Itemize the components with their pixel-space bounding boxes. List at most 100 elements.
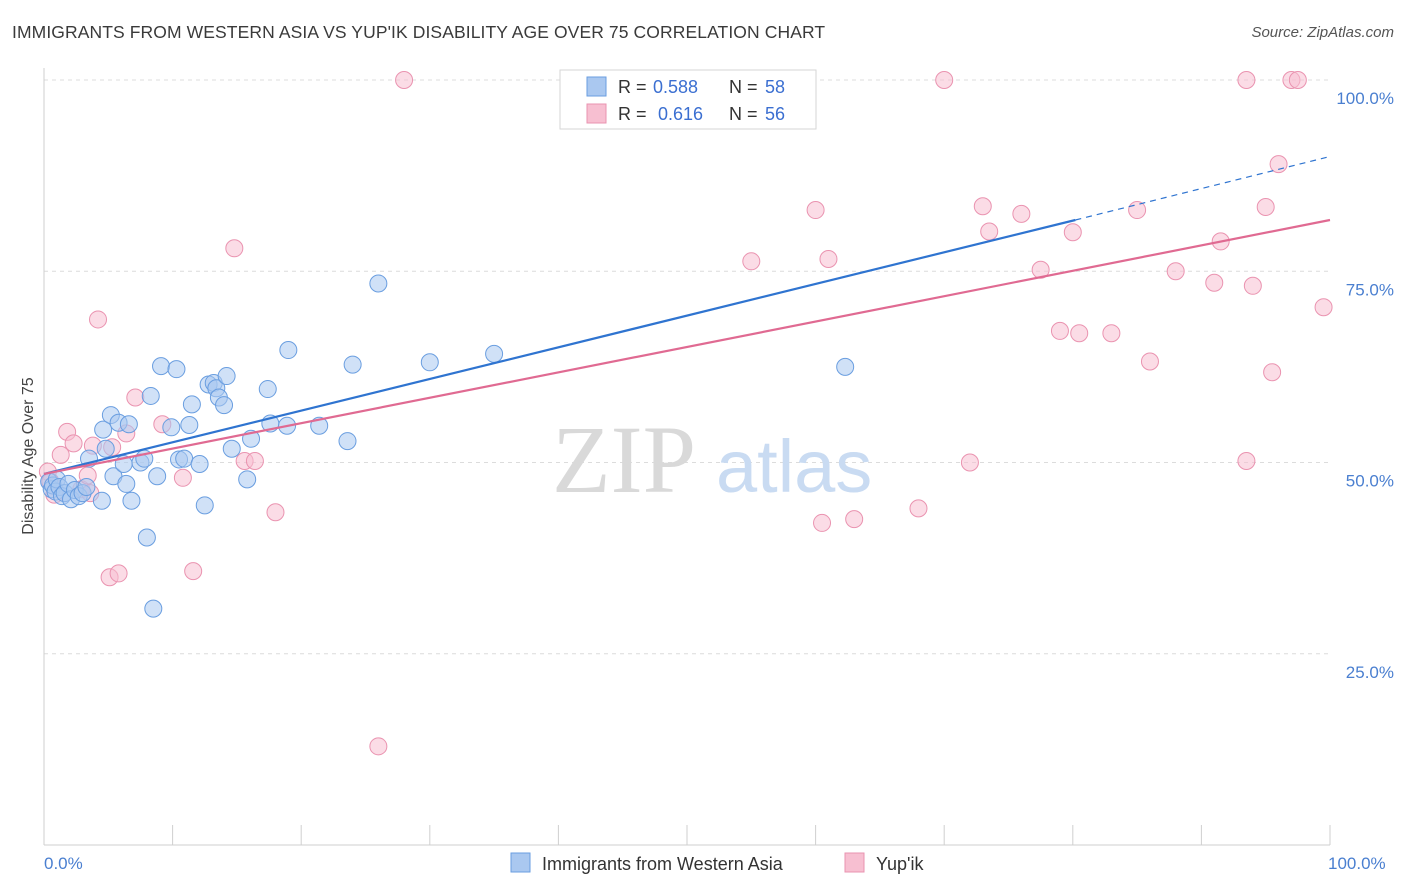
western-asia-point: [180, 416, 199, 435]
yupik-point: [1050, 321, 1069, 340]
yupik-point: [109, 564, 128, 583]
legend-n-label-blue: N =: [729, 77, 758, 97]
western-asia-point: [148, 467, 167, 486]
yupik-point: [960, 453, 979, 472]
western-asia-point: [94, 420, 113, 439]
western-asia-point: [92, 491, 111, 510]
western-asia-point: [162, 418, 181, 437]
legend-r-value-blue: 0.588: [653, 77, 698, 97]
watermark: ZIP atlas: [552, 406, 872, 513]
x-tick-label-min: 0.0%: [44, 854, 83, 873]
yupik-point: [1166, 262, 1185, 281]
yupik-point: [1256, 197, 1275, 216]
legend-n-value-blue: 58: [765, 77, 785, 97]
yupik-point: [1288, 71, 1307, 89]
western-asia-point: [144, 599, 163, 618]
yupik-point: [1314, 298, 1333, 317]
legend-box: R = 0.588 N = 58 R = 0.616 N = 56: [559, 69, 817, 130]
yupik-point: [742, 252, 761, 271]
legend-swatch-pink: [586, 103, 607, 124]
western-asia-point: [369, 274, 388, 293]
yupik-point: [184, 562, 203, 581]
western-asia-points: [40, 274, 855, 618]
yupik-point: [1128, 201, 1147, 220]
yupik-point: [1070, 324, 1089, 343]
western-asia-point: [152, 357, 171, 376]
yupik-point: [225, 239, 244, 258]
bottom-legend-swatch-pink: [844, 852, 865, 873]
y-tick-label: 25.0%: [1346, 663, 1394, 682]
western-asia-point: [77, 477, 96, 496]
western-asia-point: [117, 474, 136, 493]
yupik-point: [1237, 71, 1256, 89]
y-tick-label: 75.0%: [1346, 280, 1394, 299]
western-asia-point: [195, 496, 214, 515]
western-asia-point: [338, 432, 357, 451]
western-asia-point: [167, 360, 186, 379]
western-asia-point: [217, 367, 236, 386]
y-tick-label: 100.0%: [1336, 89, 1394, 108]
bottom-legend-label-blue: Immigrants from Western Asia: [542, 854, 784, 874]
yupik-point: [395, 71, 414, 89]
yupik-point: [1140, 352, 1159, 371]
western-asia-point: [96, 439, 115, 458]
yupik-point: [369, 737, 388, 756]
yupik-point: [1205, 273, 1224, 292]
western-asia-point: [279, 341, 298, 360]
western-asia-point: [190, 455, 209, 474]
chart-source: Source: ZipAtlas.com: [1251, 24, 1394, 41]
western-asia-trend-extension: [1075, 155, 1331, 221]
yupik-point: [909, 499, 928, 518]
x-tick-marks: [43, 825, 1331, 845]
yupik-point: [266, 503, 285, 522]
yupik-point: [1243, 276, 1262, 295]
western-asia-point: [175, 449, 194, 468]
yupik-point: [806, 201, 825, 220]
legend-r-value-pink: 0.616: [658, 104, 703, 124]
western-asia-point: [215, 396, 234, 415]
y-tick-labels: 100.0% 75.0% 50.0% 25.0%: [1336, 89, 1394, 682]
western-asia-point: [222, 439, 241, 458]
y-axis-label: Disability Age Over 75: [20, 377, 37, 535]
yupik-point: [980, 222, 999, 241]
legend-r-label-pink: R =: [618, 104, 647, 124]
yupik-point: [935, 71, 954, 89]
bottom-legend-label-pink: Yup'ik: [876, 854, 924, 874]
grid-lines: [44, 79, 1330, 655]
yupik-point: [1063, 223, 1082, 242]
yupik-point: [1237, 451, 1256, 470]
western-asia-point: [182, 395, 201, 414]
western-asia-point: [122, 491, 141, 510]
bottom-legend-swatch-blue: [510, 852, 531, 873]
western-asia-point: [137, 528, 156, 547]
yupik-point: [64, 434, 83, 453]
bottom-legend: Immigrants from Western Asia Yup'ik: [510, 852, 924, 874]
yupik-point: [973, 197, 992, 216]
yupik-point: [126, 388, 145, 407]
western-asia-point: [258, 380, 277, 399]
yupik-point: [1102, 324, 1121, 343]
western-asia-point: [485, 344, 504, 363]
yupik-point: [1012, 204, 1031, 223]
trend-lines: [43, 155, 1331, 476]
legend-r-label-blue: R =: [618, 77, 647, 97]
yupik-point: [813, 513, 832, 532]
chart-title: IMMIGRANTS FROM WESTERN ASIA VS YUP'IK D…: [12, 22, 826, 42]
yupik-point: [51, 445, 70, 464]
x-tick-label-max: 100.0%: [1328, 854, 1386, 873]
western-asia-point: [420, 353, 439, 372]
yupik-point: [845, 510, 864, 529]
legend-swatch-blue: [586, 76, 607, 97]
watermark-zip: ZIP: [552, 406, 696, 513]
legend-n-value-pink: 56: [765, 104, 785, 124]
western-asia-point: [119, 415, 138, 434]
yupik-point: [173, 468, 192, 487]
watermark-atlas: atlas: [716, 425, 872, 508]
western-asia-trend-line: [43, 218, 1076, 476]
yupik-point: [1269, 155, 1288, 174]
western-asia-point: [836, 357, 855, 376]
yupik-point: [1263, 363, 1282, 382]
legend-n-label-pink: N =: [729, 104, 758, 124]
y-tick-label: 50.0%: [1346, 472, 1394, 491]
